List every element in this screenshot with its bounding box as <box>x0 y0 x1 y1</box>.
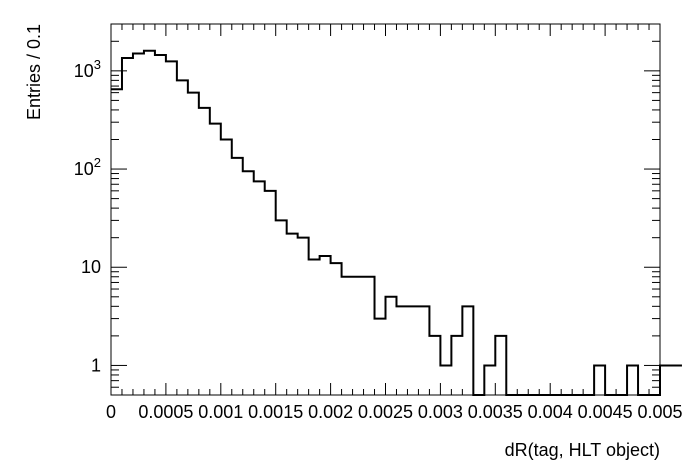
y-axis-title: Entries / 0.1 <box>24 24 44 120</box>
y-tick-label-base: 10 <box>74 159 94 179</box>
y-tick-label-exponent: 3 <box>94 57 101 72</box>
x-tick-label: 0.0005 <box>138 402 193 422</box>
y-tick-label-base: 10 <box>74 61 94 81</box>
y-tick-label: 1 <box>91 355 101 375</box>
x-tick-label: 0.0045 <box>578 402 633 422</box>
y-axis-ticks <box>111 23 660 396</box>
x-tick-label: 0.0015 <box>248 402 303 422</box>
plot-frame <box>110 23 661 396</box>
x-tick-label: 0.002 <box>308 402 353 422</box>
x-axis-ticks <box>110 24 661 395</box>
x-tick-label: 0.001 <box>198 402 243 422</box>
y-tick-label-base: 1 <box>91 355 101 375</box>
y-tick-label-base: 10 <box>81 257 101 277</box>
x-tick-label: 0.003 <box>418 402 463 422</box>
x-tick-label: 0.0035 <box>468 402 523 422</box>
y-tick-label: 102 <box>74 155 101 179</box>
x-axis-tick-labels: 0 0.0005 0.001 0.0015 0.002 0.0025 0.003 0.0035… <box>106 402 683 422</box>
x-tick-label: 0.0025 <box>358 402 413 422</box>
y-tick-label: 10 <box>81 257 101 277</box>
y-tick-label: 103 <box>74 57 101 81</box>
x-tick-label: 0.005 <box>637 402 682 422</box>
histogram-series-line <box>111 49 682 396</box>
x-axis-title: dR(tag, HLT object) <box>505 440 660 460</box>
x-tick-label: 0.004 <box>528 402 573 422</box>
y-tick-label-exponent: 2 <box>94 155 101 170</box>
x-tick-label: 0 <box>106 402 116 422</box>
